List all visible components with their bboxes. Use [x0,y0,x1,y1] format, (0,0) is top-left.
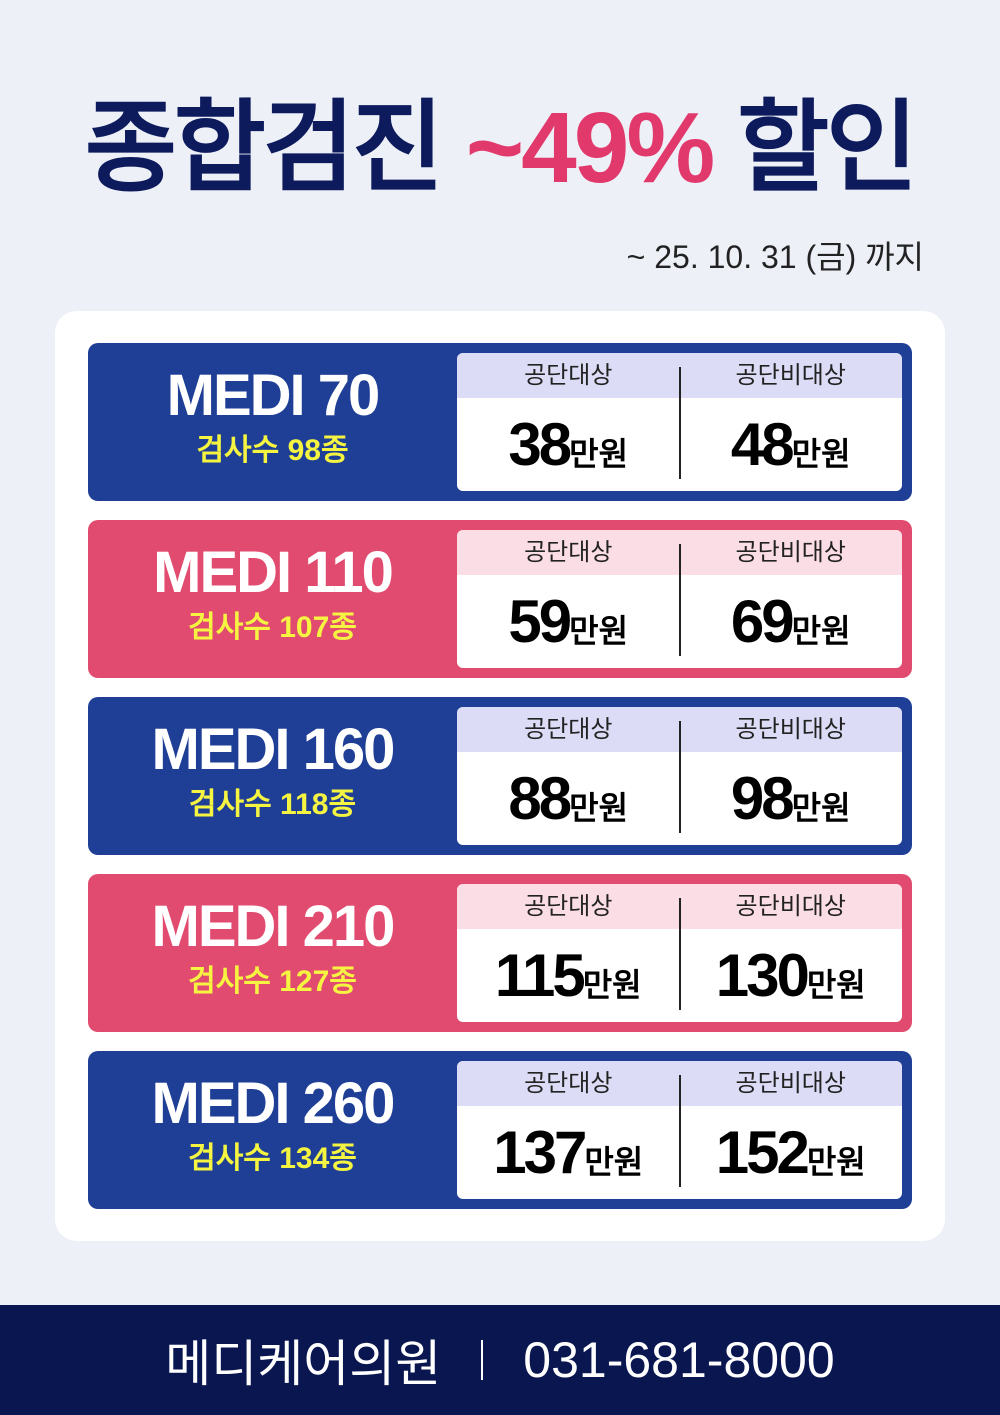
promo-end-date: ~ 25. 10. 31 (금) 까지 [626,239,924,275]
divider [481,1340,484,1380]
price-value: 152 [715,1119,810,1186]
test-count: 검사수 118종 [188,788,357,821]
price-unit: 만원 [569,436,629,472]
plan-info: MEDI 70 검사수 98종 [88,361,457,471]
public-price: 88만원 [457,764,680,833]
title-main: 종합검진 [84,92,444,204]
nonpublic-price: 69만원 [680,587,903,656]
column-divider [679,367,681,479]
price-value: 69 [730,588,795,655]
plan-info: MEDI 160 검사수 118종 [88,715,457,825]
price-box: 공단대상 공단비대상 137만원 152만원 [457,1061,902,1199]
plan-name: MEDI 70 [166,363,381,428]
plan-name: MEDI 210 [151,894,396,959]
plan-name: MEDI 160 [151,717,396,782]
plan-name: MEDI 110 [153,540,394,605]
price-value: 88 [508,765,572,832]
public-label: 공단대상 [524,716,613,743]
public-price: 137만원 [457,1118,680,1187]
clinic-name: 메디케어의원 [165,1336,442,1392]
nonpublic-price: 152만원 [680,1118,903,1187]
nonpublic-label: 공단비대상 [735,893,846,920]
column-divider [679,721,681,833]
public-price: 115만원 [457,941,680,1010]
price-unit: 만원 [791,790,851,826]
price-unit: 만원 [791,436,851,472]
column-divider [679,544,681,656]
phone-number[interactable]: 031-681-8000 [523,1332,835,1388]
nonpublic-price: 98만원 [680,764,903,833]
price-value: 130 [715,942,810,1009]
price-value: 137 [493,1119,587,1186]
nonpublic-label: 공단비대상 [735,716,846,743]
page-title: 종합검진 ~49% 할인 [0,88,1000,208]
nonpublic-label: 공단비대상 [735,539,846,566]
plan-info: MEDI 110 검사수 107종 [88,538,457,648]
title-suffix: 할인 [737,92,918,204]
price-value: 59 [508,588,572,655]
price-value: 38 [508,411,572,478]
public-price: 59만원 [457,587,680,656]
price-unit: 만원 [791,613,851,649]
plan-info: MEDI 210 검사수 127종 [88,892,457,1002]
price-value: 115 [494,942,586,1009]
price-unit: 만원 [806,1144,866,1180]
public-label: 공단대상 [524,539,613,566]
nonpublic-label: 공단비대상 [735,362,846,389]
price-box: 공단대상 공단비대상 38만원 48만원 [457,353,902,491]
column-divider [679,898,681,1010]
nonpublic-price: 48만원 [680,410,903,479]
plan-card: MEDI 160 검사수 118종 공단대상 공단비대상 88만원 98만원 [88,697,912,855]
plan-card: MEDI 70 검사수 98종 공단대상 공단비대상 38만원 48만원 [88,343,912,501]
test-count: 검사수 134종 [188,1142,357,1175]
public-label: 공단대상 [524,1070,613,1097]
column-divider [679,1075,681,1187]
price-unit: 만원 [569,790,629,826]
test-count: 검사수 107종 [188,611,357,644]
footer: 메디케어의원 031-681-8000 [0,1305,1000,1415]
price-box: 공단대상 공단비대상 88만원 98만원 [457,707,902,845]
test-count: 검사수 98종 [196,434,349,467]
price-value: 98 [730,765,795,832]
public-label: 공단대상 [524,362,613,389]
test-count: 검사수 127종 [188,965,357,998]
nonpublic-label: 공단비대상 [735,1070,846,1097]
price-box: 공단대상 공단비대상 115만원 130만원 [457,884,902,1022]
price-value: 48 [730,411,795,478]
price-unit: 만원 [806,967,866,1003]
price-unit: 만원 [584,1144,644,1180]
plan-card: MEDI 210 검사수 127종 공단대상 공단비대상 115만원 130만원 [88,874,912,1032]
plan-card: MEDI 110 검사수 107종 공단대상 공단비대상 59만원 69만원 [88,520,912,678]
price-unit: 만원 [569,613,629,649]
price-unit: 만원 [582,967,642,1003]
plan-info: MEDI 260 검사수 134종 [88,1069,457,1179]
public-label: 공단대상 [524,893,613,920]
plan-name: MEDI 260 [151,1071,396,1136]
public-price: 38만원 [457,410,680,479]
title-discount: ~49% [465,92,716,204]
price-box: 공단대상 공단비대상 59만원 69만원 [457,530,902,668]
nonpublic-price: 130만원 [680,941,903,1010]
plan-card: MEDI 260 검사수 134종 공단대상 공단비대상 137만원 152만원 [88,1051,912,1209]
